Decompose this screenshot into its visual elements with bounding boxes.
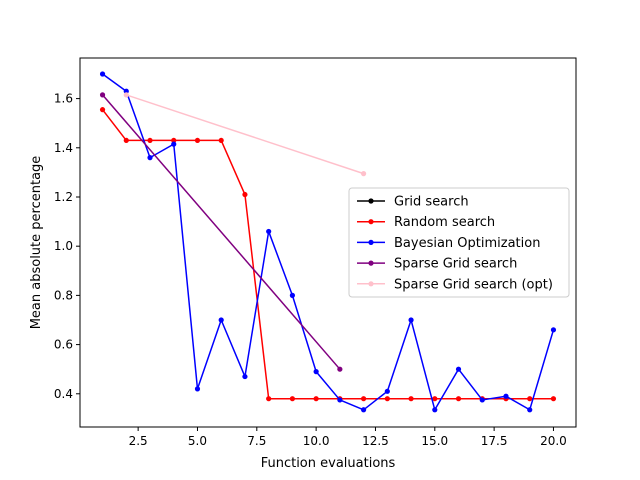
series-line (126, 94, 364, 175)
data-point (432, 407, 438, 413)
data-point (550, 396, 557, 402)
data-point (313, 396, 319, 402)
series-layer (99, 71, 557, 413)
y-tick-label: 1.2 (54, 190, 73, 204)
series-2 (99, 71, 557, 413)
x-tick-label: 12.5 (362, 434, 389, 448)
data-point (289, 396, 296, 402)
series-1 (99, 107, 557, 402)
data-point (99, 92, 106, 98)
legend-label: Grid search (394, 195, 469, 210)
data-point (266, 396, 272, 402)
data-point (384, 396, 390, 402)
plot-area (79, 57, 577, 428)
data-point (527, 396, 533, 402)
data-point (171, 141, 177, 147)
data-point (171, 137, 177, 144)
legend-item: Sparse Grid search (opt) (357, 277, 553, 292)
data-point (527, 407, 533, 413)
axes-frame (79, 57, 577, 428)
x-tick-label: 7.5 (247, 434, 266, 448)
series-line (101, 94, 341, 370)
legend-label: Bayesian Optimization (394, 236, 540, 251)
data-point (218, 137, 224, 144)
y-axis-label: Mean absolute percentage (29, 156, 44, 330)
data-point (408, 317, 414, 323)
y-tick-label: 1.6 (54, 92, 73, 106)
legend-swatch-marker (368, 219, 374, 225)
y-tick-label: 0.4 (54, 387, 73, 401)
y-tick-label: 1.0 (54, 239, 73, 253)
data-point (99, 71, 106, 77)
data-point (242, 373, 248, 380)
data-point (384, 388, 390, 394)
data-point (123, 137, 129, 144)
data-point (337, 366, 343, 372)
legend-label: Random search (394, 215, 495, 230)
series-line (102, 73, 555, 411)
data-point (123, 92, 129, 98)
data-point (455, 366, 462, 372)
ticks-layer: 2.5 5.0 7.5 10.0 12.5 15.0 17.5 20.0 0.4 0.6 0.8 1.… (54, 92, 567, 448)
legend-label: Sparse Grid search (opt) (394, 277, 553, 292)
data-point (313, 369, 319, 375)
y-tick-label: 0.6 (54, 338, 73, 352)
data-point (455, 396, 462, 402)
legend-item: Random search (357, 215, 495, 230)
data-point (147, 155, 153, 161)
x-tick-label: 2.5 (129, 434, 148, 448)
legend-item: Bayesian Optimization (357, 236, 540, 251)
data-point (432, 396, 438, 402)
data-point (289, 292, 296, 298)
data-point (550, 327, 557, 333)
data-point (218, 317, 224, 323)
data-point (479, 397, 485, 403)
x-tick-label: 15.0 (421, 434, 448, 448)
legend-swatch-marker (368, 281, 374, 287)
series-3 (99, 92, 343, 372)
data-point (194, 137, 201, 144)
legend-box (348, 187, 570, 298)
x-tick-label: 20.0 (540, 434, 567, 448)
series-line (101, 109, 554, 400)
legend-swatch-marker (368, 198, 374, 204)
data-point (147, 137, 153, 144)
data-point (360, 407, 367, 413)
legend: Grid search Random search Bayesian Optimiz… (348, 187, 570, 298)
data-point (360, 171, 367, 177)
data-point (503, 393, 509, 399)
data-point (194, 386, 201, 392)
data-point (99, 107, 106, 113)
data-point (242, 191, 248, 198)
legend-swatch-marker (368, 260, 374, 266)
legend-item: Grid search (357, 195, 469, 210)
legend-item: Sparse Grid search (357, 257, 517, 272)
legend-swatch-marker (368, 239, 374, 245)
x-tick-label: 17.5 (481, 434, 508, 448)
data-point (266, 228, 272, 235)
y-tick-label: 1.4 (54, 141, 73, 155)
data-point (337, 397, 343, 403)
data-point (360, 396, 367, 402)
legend-label: Sparse Grid search (394, 257, 517, 272)
x-tick-label: 10.0 (303, 434, 330, 448)
x-tick-label: 5.0 (188, 434, 207, 448)
data-point (408, 396, 414, 402)
x-axis-label: Function evaluations (261, 456, 396, 471)
y-tick-label: 0.8 (54, 288, 73, 302)
series-4 (123, 92, 367, 177)
data-point (123, 88, 129, 94)
